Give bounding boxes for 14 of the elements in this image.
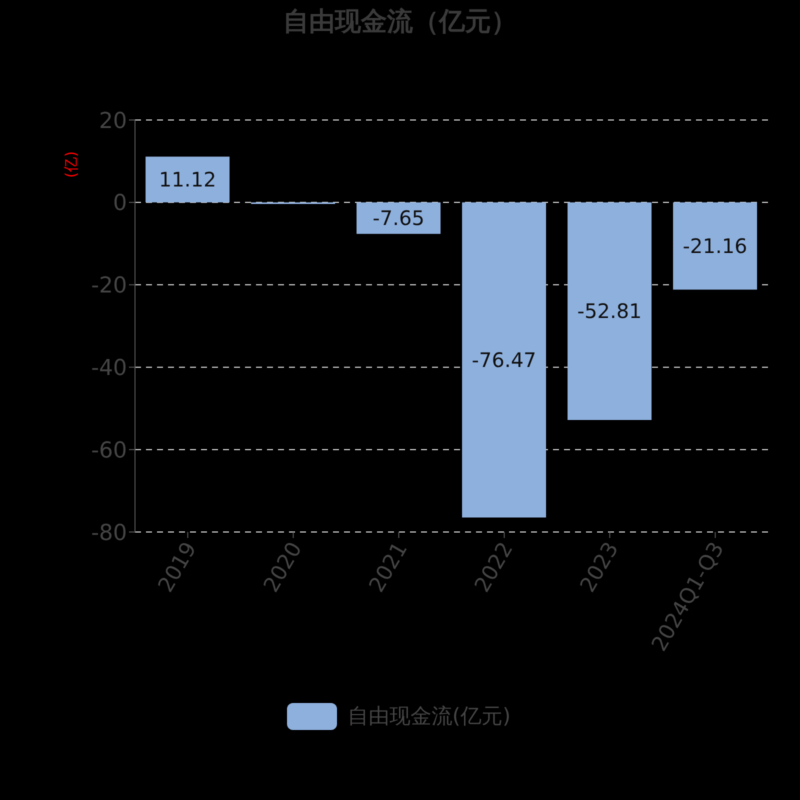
y-tick-label: 20 — [99, 108, 127, 134]
y-axis-title: (亿) — [62, 151, 81, 178]
chart-title: 自由现金流（亿元） — [282, 6, 518, 39]
y-tick-label: 0 — [113, 191, 127, 216]
data-label: -21.16 — [682, 234, 748, 258]
legend-label: 自由现金流(亿元) — [347, 703, 511, 730]
y-tick-label: -20 — [91, 274, 127, 299]
y-tick-label: -80 — [91, 520, 127, 546]
data-label: -76.47 — [472, 348, 536, 372]
y-tick-label: -40 — [91, 356, 127, 382]
data-label: 11.12 — [158, 167, 216, 192]
data-label: -52.81 — [577, 299, 642, 324]
y-tick-label: -60 — [91, 438, 127, 464]
data-label: -7.65 — [372, 206, 424, 230]
